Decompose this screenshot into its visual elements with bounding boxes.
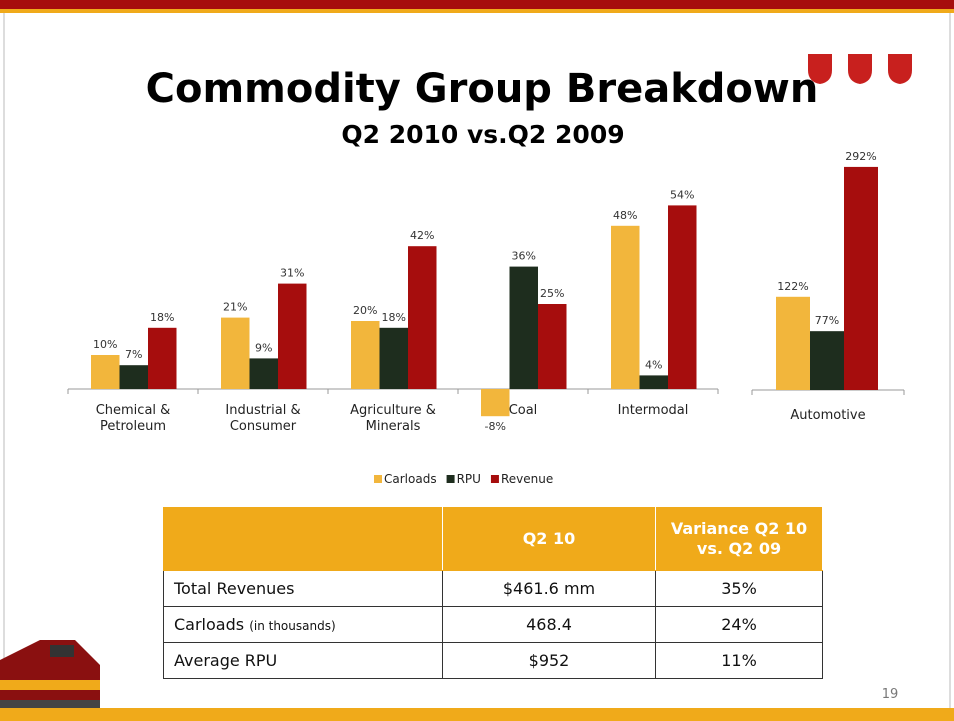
category-label: Industrial & Consumer [225, 403, 301, 434]
bar [810, 331, 844, 390]
value-label: 9% [255, 341, 272, 354]
bar [221, 317, 250, 389]
value-label: 48% [613, 209, 637, 222]
bar [776, 296, 810, 390]
title: Commodity Group Breakdown [146, 66, 819, 112]
cell: 24% [655, 606, 823, 643]
value-label: -8% [485, 420, 506, 433]
legend-swatch [446, 475, 455, 483]
row-label: Average RPU [163, 642, 443, 679]
category-label: Agriculture & Minerals [350, 403, 436, 434]
row-label: Total Revenues [163, 570, 443, 607]
bar [379, 327, 408, 389]
row-label-cell: Carloads (in thousands) [163, 606, 443, 643]
column-header: Variance Q2 10 vs. Q2 09 [655, 507, 823, 571]
bar [351, 321, 380, 389]
cell: $461.6 mm [442, 570, 656, 607]
value-label: 7% [125, 348, 142, 361]
train [0, 640, 100, 708]
value-label: 20% [353, 304, 377, 317]
value-label: 21% [223, 301, 247, 314]
row-label: Carloads [174, 615, 245, 634]
category-label: Coal [508, 403, 538, 418]
value-label: 292% [845, 150, 876, 163]
bar [408, 246, 437, 389]
bar [148, 327, 177, 389]
subtitle: Q2 2010 vs.Q2 2009 [341, 120, 624, 149]
cell: 11% [655, 642, 823, 679]
bar [119, 365, 148, 389]
value-label: 42% [410, 229, 434, 242]
category-label: Intermodal [617, 403, 689, 418]
bottom-bar [0, 708, 954, 721]
bar [481, 389, 510, 417]
column-header: Q2 10 [442, 507, 656, 571]
bar [538, 304, 567, 389]
value-label: 18% [150, 311, 174, 324]
legend-label: RPU [457, 472, 481, 486]
bar [639, 375, 668, 389]
row-note: (in thousands) [249, 619, 336, 633]
top-stripe [0, 9, 954, 13]
bar [509, 266, 538, 389]
value-label: 77% [815, 314, 839, 327]
cell: 468.4 [442, 606, 656, 643]
corner [163, 507, 443, 571]
legend-label: Carloads [384, 472, 437, 486]
value-label: 10% [93, 338, 117, 351]
summary-table: Q2 10 Variance Q2 10 vs. Q2 09 Total Rev… [163, 507, 823, 679]
value-label: 25% [540, 287, 564, 300]
value-label: 4% [645, 358, 662, 371]
bar [91, 355, 120, 389]
value-label: 54% [670, 188, 694, 201]
top-bar [0, 0, 954, 9]
value-label: 36% [512, 250, 536, 263]
logos [808, 54, 912, 84]
bar [249, 358, 278, 389]
legend-swatch [490, 475, 499, 483]
legend-label: Revenue [501, 472, 553, 486]
value-label: 31% [280, 267, 304, 280]
category-label: Chemical & Petroleum [95, 403, 171, 434]
page-number: 19 [882, 687, 899, 702]
value-label: 122% [777, 280, 808, 293]
bar [668, 205, 697, 389]
legend-swatch [374, 475, 382, 483]
cell: $952 [442, 642, 656, 679]
category-label: Automotive [790, 408, 866, 423]
bar [278, 283, 307, 389]
bar [844, 166, 878, 390]
bar [611, 225, 640, 389]
cell: 35% [655, 570, 823, 607]
value-label: 18% [382, 311, 406, 324]
